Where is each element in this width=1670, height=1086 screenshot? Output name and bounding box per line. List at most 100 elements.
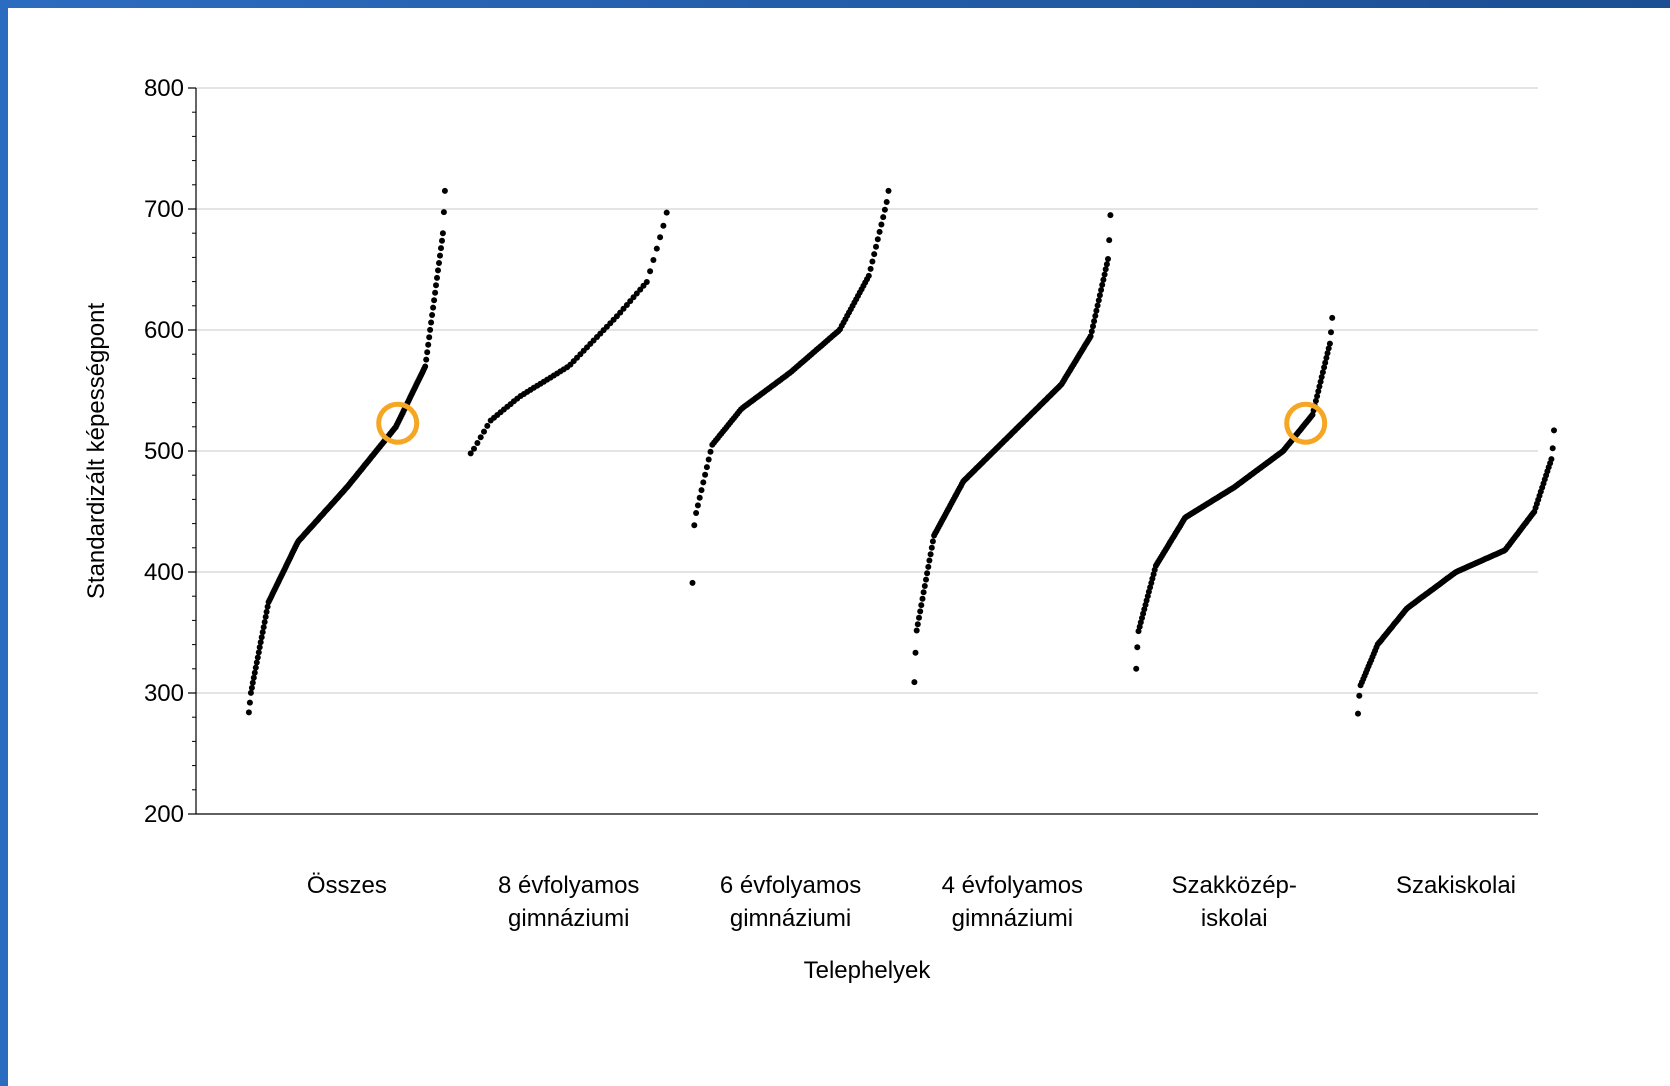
- data-point: [1315, 388, 1322, 395]
- data-point: [1102, 266, 1109, 273]
- data-point: [1093, 307, 1100, 314]
- highlight-markers: [376, 401, 1328, 445]
- data-point: [865, 272, 872, 279]
- data-point: [1322, 359, 1329, 366]
- data-point: [246, 699, 253, 706]
- data-point: [871, 251, 878, 258]
- highlight-circle: [1284, 401, 1328, 445]
- data-point: [253, 659, 260, 666]
- data-point: [874, 236, 881, 243]
- data-point: [691, 522, 698, 529]
- data-point: [1325, 345, 1332, 352]
- data-point: [707, 448, 714, 455]
- data-point: [435, 267, 441, 274]
- data-point: [427, 326, 434, 333]
- data-point: [474, 440, 481, 446]
- data-point: [880, 214, 887, 221]
- y-tick-label: 400: [144, 559, 184, 586]
- data-point: [696, 494, 703, 501]
- y-tick-label: 300: [144, 680, 184, 707]
- data-point: [657, 234, 664, 241]
- data-point: [918, 602, 925, 609]
- data-point: [878, 221, 885, 228]
- data-point: [928, 544, 935, 551]
- data-point: [422, 363, 429, 370]
- data-point: [441, 187, 448, 194]
- data-point: [926, 557, 933, 564]
- y-tick-label: 800: [144, 75, 184, 102]
- data-point: [702, 471, 709, 478]
- data-point: [260, 624, 267, 631]
- category-label: 4 évfolyamos: [942, 872, 1083, 899]
- category-label: iskolai: [1201, 905, 1268, 932]
- data-point: [913, 627, 920, 634]
- data-point: [252, 664, 259, 671]
- data-point: [250, 674, 257, 681]
- data-point: [424, 349, 431, 356]
- data-point: [1548, 456, 1555, 463]
- data-point: [245, 709, 252, 716]
- data-point: [440, 209, 447, 216]
- data-point: [1321, 364, 1328, 371]
- data-point: [1318, 374, 1325, 380]
- category-label: gimnáziumi: [730, 905, 851, 932]
- data-point: [921, 583, 928, 589]
- data-point: [912, 649, 919, 656]
- data-point: [1107, 212, 1114, 219]
- data-point: [1099, 281, 1106, 288]
- data-point: [1096, 292, 1103, 299]
- data-point: [1101, 271, 1108, 278]
- data-point: [927, 551, 934, 558]
- data-point: [650, 257, 657, 263]
- data-point: [916, 614, 922, 621]
- axes: 200 300 400 500 600 700 800: [144, 75, 1538, 828]
- data-point: [259, 629, 266, 636]
- data-point: [484, 422, 491, 429]
- data-point: [1316, 383, 1323, 390]
- data-point: [700, 479, 707, 486]
- data-point: [1087, 333, 1094, 340]
- data-point: [1314, 393, 1321, 400]
- data-point: [438, 245, 444, 252]
- highlight-circle: [376, 401, 420, 445]
- data-point: [467, 450, 474, 457]
- data-point: [873, 243, 879, 250]
- data-point: [434, 274, 440, 281]
- data-point: [869, 258, 876, 265]
- data-point: [881, 206, 888, 213]
- data-point: [694, 502, 701, 509]
- category-label: Szakiskolai: [1396, 872, 1516, 899]
- data-point: [257, 639, 264, 646]
- data-point: [633, 290, 640, 297]
- data-point: [1133, 665, 1140, 672]
- category-label: gimnáziumi: [508, 905, 629, 932]
- data-point: [1088, 328, 1095, 335]
- data-point: [439, 230, 446, 237]
- data-point: [425, 341, 432, 348]
- dot-plot-chart: 200 300 400 500 600 700 800 Összes 8 évfolyamos…: [83, 75, 1557, 984]
- data-point: [1098, 287, 1105, 293]
- data-point: [261, 619, 268, 625]
- data-point: [1317, 378, 1324, 385]
- data-point: [1105, 256, 1111, 262]
- data-point: [929, 538, 936, 545]
- data-point: [1328, 329, 1334, 336]
- data-point: [689, 579, 696, 586]
- data-point: [263, 608, 270, 615]
- data-point: [256, 644, 263, 651]
- category-label: Szakközép-: [1171, 872, 1296, 899]
- x-axis-title: Telephelyek: [804, 957, 932, 984]
- data-point: [428, 319, 435, 326]
- data-point: [1549, 445, 1556, 452]
- gridlines: [196, 87, 1538, 694]
- data-point: [1100, 276, 1107, 283]
- data-point: [1319, 369, 1326, 376]
- data-point: [920, 589, 927, 596]
- data-point: [431, 297, 438, 304]
- data-point: [647, 268, 654, 275]
- data-point: [925, 563, 932, 570]
- category-labels: Összes 8 évfolyamos gimnáziumi 6 évfolyamos…: [307, 872, 1516, 932]
- chart-panel: 200 300 400 500 600 700 800 Összes 8 évfolyamos…: [8, 8, 1670, 1086]
- data-point: [914, 621, 921, 628]
- data-point: [1103, 261, 1110, 268]
